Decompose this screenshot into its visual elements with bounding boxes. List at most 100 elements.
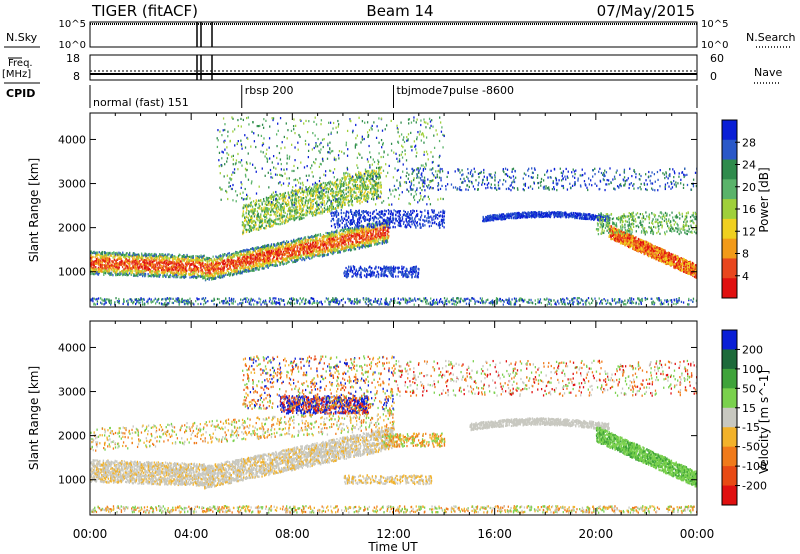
- data-point: [263, 255, 265, 259]
- data-point: [336, 231, 338, 234]
- data-point: [160, 266, 163, 270]
- data-point: [351, 201, 353, 204]
- data-point: [184, 274, 186, 277]
- data-point: [353, 244, 355, 247]
- data-point: [327, 188, 330, 191]
- data-point: [166, 258, 168, 261]
- data-point: [245, 263, 248, 266]
- data-point: [186, 254, 188, 258]
- data-point: [227, 262, 229, 266]
- data-point: [233, 259, 235, 262]
- data-point: [158, 257, 160, 260]
- data-point: [147, 275, 149, 278]
- data-point: [277, 210, 279, 213]
- data-point: [164, 260, 166, 263]
- data-point: [263, 261, 266, 264]
- data-point: [280, 205, 282, 209]
- data-point: [326, 182, 329, 185]
- data-point: [240, 261, 242, 264]
- data-point: [260, 264, 263, 268]
- data-point: [182, 268, 184, 271]
- data-point: [116, 265, 118, 269]
- data-point: [145, 258, 147, 261]
- data-point: [269, 196, 271, 199]
- data-point: [295, 213, 298, 216]
- data-point: [201, 259, 203, 262]
- data-point: [304, 250, 306, 253]
- data-point: [98, 267, 101, 270]
- data-point: [378, 234, 380, 237]
- data-point: [232, 273, 235, 276]
- data-point: [353, 230, 355, 233]
- data-point: [236, 254, 239, 257]
- data-point: [265, 261, 268, 264]
- data-point: [366, 231, 368, 234]
- data-point: [263, 260, 265, 263]
- data-point: [322, 238, 325, 241]
- data-point: [221, 267, 223, 270]
- data-point: [221, 272, 223, 275]
- data-point: [338, 244, 340, 248]
- data-point: [195, 257, 197, 260]
- data-point: [277, 205, 279, 209]
- data-point: [321, 192, 323, 195]
- data-point: [116, 273, 119, 277]
- data-point: [139, 265, 141, 268]
- data-point: [244, 267, 246, 270]
- data-point: [343, 188, 345, 192]
- cpid-segment-label: tbjmode7pulse -8600: [397, 84, 515, 97]
- data-point: [154, 272, 156, 276]
- data-point: [213, 270, 215, 273]
- data-point: [383, 237, 385, 241]
- data-point: [278, 252, 281, 255]
- data-point: [313, 198, 315, 201]
- data-point: [316, 238, 318, 241]
- data-point: [279, 207, 282, 210]
- data-point: [275, 250, 277, 253]
- data-point: [203, 271, 206, 275]
- data-point: [311, 249, 314, 252]
- data-point: [126, 269, 128, 273]
- data-point: [205, 265, 208, 268]
- data-point: [313, 254, 316, 257]
- data-point: [339, 229, 342, 232]
- data-point: [299, 243, 301, 246]
- data-point: [332, 251, 334, 254]
- data-point: [209, 271, 211, 274]
- data-point: [299, 247, 301, 251]
- data-point: [278, 246, 280, 249]
- data-point: [330, 243, 332, 247]
- data-point: [174, 265, 176, 268]
- data-point: [341, 244, 343, 248]
- data-point: [367, 231, 370, 235]
- data-point: [374, 239, 376, 242]
- data-point: [316, 236, 318, 240]
- data-point: [365, 237, 367, 240]
- data-point: [132, 254, 135, 258]
- data-point: [345, 192, 347, 195]
- data-point: [303, 253, 305, 257]
- data-point: [252, 253, 255, 256]
- data-point: [164, 262, 166, 265]
- data-point: [133, 263, 135, 266]
- data-point: [151, 255, 153, 259]
- data-point: [249, 254, 251, 257]
- data-point: [285, 259, 287, 263]
- data-point: [143, 262, 146, 265]
- data-point: [285, 252, 287, 255]
- data-point: [328, 196, 330, 199]
- data-point: [263, 264, 265, 268]
- data-point: [301, 247, 303, 250]
- beam-title: Beam 14: [366, 2, 433, 20]
- data-point: [107, 261, 109, 265]
- data-point: [104, 254, 106, 257]
- data-point: [151, 266, 153, 269]
- data-point: [350, 234, 353, 238]
- data-point: [94, 252, 96, 255]
- data-point: [300, 207, 302, 210]
- data-point: [140, 252, 143, 255]
- data-point: [190, 259, 192, 262]
- data-point: [240, 259, 243, 262]
- data-point: [228, 273, 231, 276]
- data-point: [302, 257, 304, 260]
